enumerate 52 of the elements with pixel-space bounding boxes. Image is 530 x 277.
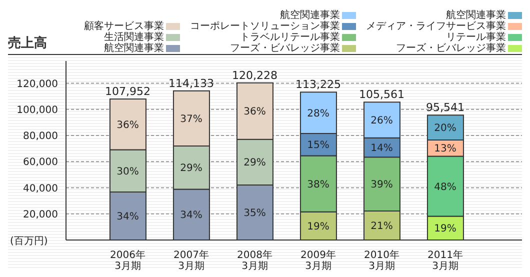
y-tick-label: 120,000: [16, 78, 58, 90]
legend-label: 顧客サービス事業: [84, 21, 164, 32]
total-label: 95,541: [426, 101, 464, 114]
y-tick-label: 60,000: [23, 157, 58, 168]
legend-label: トラベルリテール事業: [240, 32, 340, 43]
x-tick-label: 2009年 3月期: [300, 249, 336, 272]
total-label: 107,952: [105, 84, 150, 98]
annotation: 20%: [434, 123, 456, 134]
legend-label: 航空関連事業: [104, 43, 164, 54]
annotation: 13%: [434, 144, 456, 155]
total-label: 113,225: [296, 78, 341, 92]
annotation: 29%: [180, 163, 202, 174]
annotation: 48%: [434, 182, 456, 193]
annotation: 19%: [434, 224, 456, 235]
x-tick-label: 2006年 3月期: [110, 249, 146, 272]
annotation: 29%: [244, 158, 266, 169]
legend-label: フーズ・ビバレッジ事業: [230, 43, 340, 54]
annotation: 34%: [116, 212, 139, 223]
y-tick-label: 20,000: [23, 209, 58, 220]
x-tick-label: 2008年 3月期: [237, 249, 272, 272]
y-tick-label: 40,000: [23, 183, 58, 194]
legend-label: 生活関連事業: [104, 32, 164, 43]
annotation: 21%: [370, 221, 393, 232]
total-label: 105,561: [359, 88, 404, 102]
annotation: 35%: [244, 208, 266, 220]
x-tick-label: 2007年 3月期: [174, 249, 209, 272]
annotation: 15%: [307, 140, 330, 152]
y-axis-title: (百万円): [10, 236, 48, 247]
legend-label: メディア・ライフサービス事業: [366, 21, 506, 32]
y-tick-label: 80,000: [23, 131, 58, 142]
legend-label: 航空関連事業: [280, 10, 340, 21]
x-tick-label: 2010年 3月期: [364, 249, 400, 272]
total-label: 120,228: [232, 68, 278, 82]
annotation: 19%: [307, 222, 330, 233]
annotation: 37%: [180, 114, 202, 126]
annotation: 34%: [180, 210, 202, 222]
total-label: 114,133: [168, 76, 214, 90]
annotation: 26%: [370, 116, 393, 126]
legend-label: 航空関連事業: [446, 10, 506, 21]
chart-title: 売上高: [8, 34, 47, 53]
x-tick-label: 2011年 3月期: [428, 249, 463, 272]
annotation: 30%: [116, 166, 139, 178]
annotation: 28%: [307, 108, 330, 120]
y-tick-label: 100,000: [16, 104, 58, 116]
annotation: 14%: [370, 143, 393, 154]
legend-label: リテール事業: [446, 32, 506, 43]
legend-label: フーズ・ビバレッジ事業: [396, 43, 506, 54]
annotation: 38%: [307, 179, 330, 190]
annotation: 36%: [244, 106, 266, 118]
legend-label: コーポレートソリューション事業: [190, 21, 340, 32]
annotation: 39%: [370, 180, 393, 191]
annotation: 36%: [116, 120, 139, 131]
